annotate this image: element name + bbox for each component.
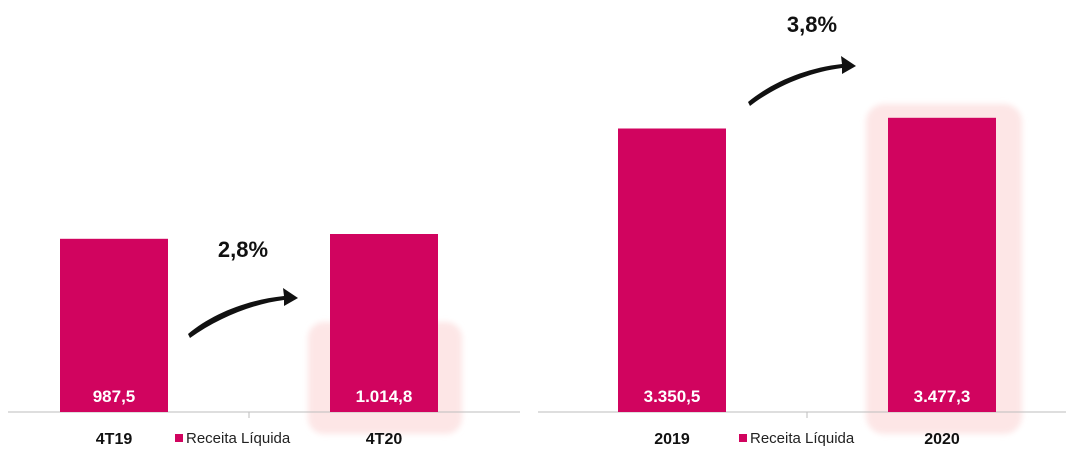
- tick-label-2020: 2020: [924, 431, 960, 448]
- value-label-2020: 3.477,3: [914, 387, 971, 406]
- bar-2020: [888, 117, 996, 413]
- value-label-2019: 3.350,5: [644, 387, 701, 406]
- legend-swatch: [175, 434, 183, 442]
- growth-label-quarterly: 2,8%: [218, 237, 268, 262]
- bar-4t19: [60, 238, 168, 412]
- tick-label-2019: 2019: [654, 431, 690, 448]
- legend-label: Receita Líquida: [186, 430, 291, 447]
- legend-label: Receita Líquida: [750, 430, 855, 447]
- value-label-4t20: 1.014,8: [356, 387, 413, 406]
- annual-chart: 3.350,5 3.477,3 2019 2020 Receita Líquid…: [538, 12, 1066, 448]
- bar-2019: [618, 128, 726, 412]
- bar-4t20: [330, 234, 438, 412]
- quarterly-chart: 987,5 1.014,8 4T19 4T20 Receita Líquida …: [8, 234, 520, 448]
- growth-arrow-icon: [188, 288, 298, 338]
- tick-label-4t19: 4T19: [96, 431, 133, 448]
- legend-swatch: [739, 434, 747, 442]
- growth-arrow-icon: [748, 56, 856, 106]
- growth-label-annual: 3,8%: [787, 12, 837, 37]
- value-label-4t19: 987,5: [93, 387, 136, 406]
- tick-label-4t20: 4T20: [366, 431, 403, 448]
